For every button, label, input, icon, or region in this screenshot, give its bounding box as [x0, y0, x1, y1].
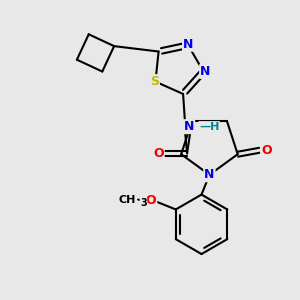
Text: 3: 3	[140, 199, 147, 208]
Text: O: O	[261, 144, 272, 157]
Text: N: N	[183, 38, 194, 51]
Text: O: O	[146, 194, 156, 207]
Text: —H: —H	[199, 122, 219, 132]
Text: CH: CH	[119, 194, 136, 205]
Text: S: S	[150, 75, 159, 88]
Text: N: N	[200, 65, 211, 78]
Text: O: O	[153, 147, 164, 160]
Text: N: N	[204, 168, 214, 181]
Text: N: N	[184, 120, 194, 133]
